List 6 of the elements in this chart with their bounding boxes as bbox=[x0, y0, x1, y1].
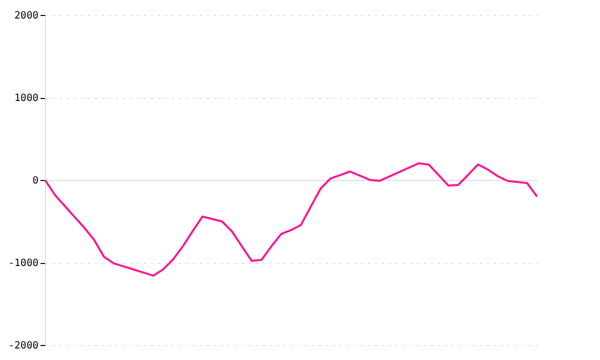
y-tick-label: -1000 bbox=[8, 258, 38, 269]
y-tick-label: -2000 bbox=[8, 340, 38, 352]
line-series bbox=[44, 162, 538, 277]
y-tick-label: 1000 bbox=[14, 93, 38, 104]
y-tick-label: 2000 bbox=[14, 10, 38, 22]
y-tick-label: 0 bbox=[32, 176, 38, 186]
